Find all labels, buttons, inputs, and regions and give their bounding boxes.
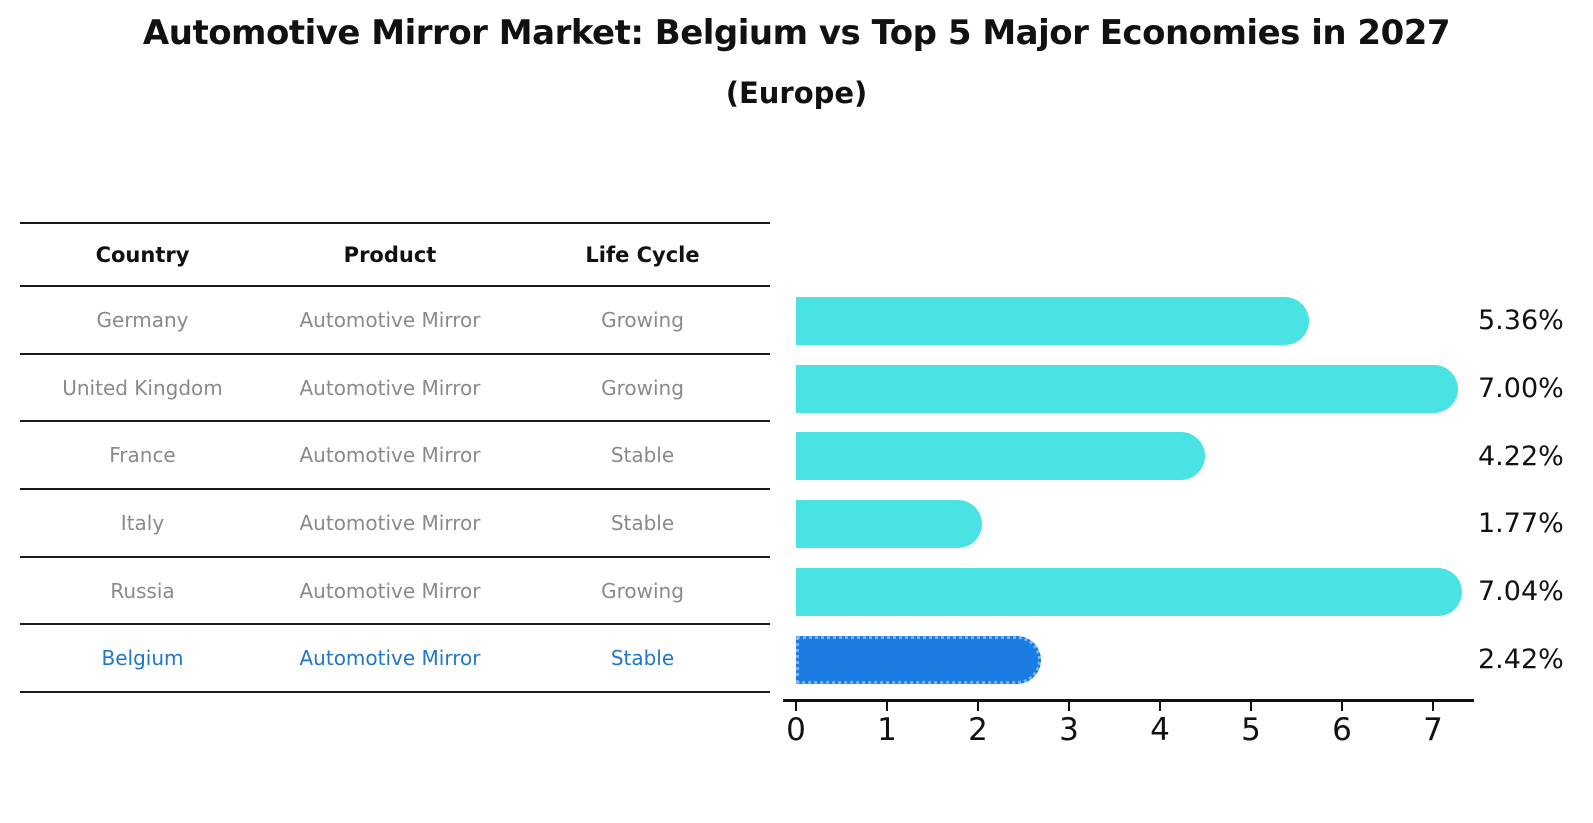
column-header-life-cycle: Life Cycle [585,242,700,267]
table-row-germany: Germany Automotive Mirror Growing [20,287,770,355]
country-cell: Belgium [101,646,184,671]
bar-italy [796,500,983,549]
x-axis-tick [1159,702,1161,711]
product-cell: Automotive Mirror [299,375,481,400]
column-header-product: Product [343,242,437,267]
bar-france [796,432,1206,481]
product-cell: Automotive Mirror [299,646,481,671]
product-cell: Automotive Mirror [299,510,481,535]
bar-belgium [796,635,1042,684]
life-cycle-cell: Growing [601,307,684,332]
table-row-russia: Russia Automotive Mirror Growing [20,558,770,626]
value-label-united-kingdom: 7.00% [1478,373,1564,405]
value-label-germany: 5.36% [1478,305,1564,337]
country-cell: United Kingdom [62,375,223,400]
x-axis-tick [1341,702,1343,711]
column-header-country: Country [95,242,190,267]
x-axis-tick-label: 2 [968,712,988,748]
country-cell: Italy [120,510,165,535]
life-cycle-cell: Stable [610,646,675,671]
table-row-united-kingdom: United Kingdom Automotive Mirror Growing [20,355,770,423]
table-row-italy: Italy Automotive Mirror Stable [20,490,770,558]
chart-subtitle: (Europe) [725,76,868,110]
x-axis-tick-label: 0 [786,712,806,748]
country-cell: Germany [96,307,189,332]
chart-title: Automotive Mirror Market: Belgium vs Top… [142,13,1451,53]
x-axis-tick [1250,702,1252,711]
product-cell: Automotive Mirror [299,578,481,603]
life-cycle-cell: Stable [610,510,675,535]
x-axis-tick [795,702,797,711]
life-cycle-cell: Growing [601,578,684,603]
x-axis-tick-label: 3 [1059,712,1079,748]
bar-united-kingdom [796,364,1458,413]
x-axis-tick [886,702,888,711]
value-label-italy: 1.77% [1478,508,1564,540]
product-cell: Automotive Mirror [299,307,481,332]
x-axis-tick-label: 6 [1332,712,1352,748]
x-axis-line [783,699,1474,702]
bar-germany [796,297,1309,345]
bar-russia [796,567,1462,616]
x-axis-tick-label: 4 [1150,712,1170,748]
x-axis-tick [1432,702,1434,711]
table-row-belgium: Belgium Automotive Mirror Stable [20,626,770,694]
table-row-france: France Automotive Mirror Stable [20,422,770,491]
country-cell: France [109,443,176,468]
x-axis-tick-label: 5 [1241,712,1261,748]
value-label-france: 4.22% [1478,440,1564,472]
life-cycle-cell: Growing [601,375,684,400]
x-axis-tick-label: 1 [877,712,897,748]
country-cell: Russia [110,578,175,603]
life-cycle-cell: Stable [610,443,675,468]
value-label-belgium: 2.42% [1478,643,1564,675]
product-cell: Automotive Mirror [299,443,481,468]
table-header-row: Country Product Life Cycle [20,222,770,287]
x-axis-tick [977,702,979,711]
x-axis-tick [1068,702,1070,711]
value-label-russia: 7.04% [1478,576,1564,608]
x-axis-tick-label: 7 [1423,712,1443,748]
